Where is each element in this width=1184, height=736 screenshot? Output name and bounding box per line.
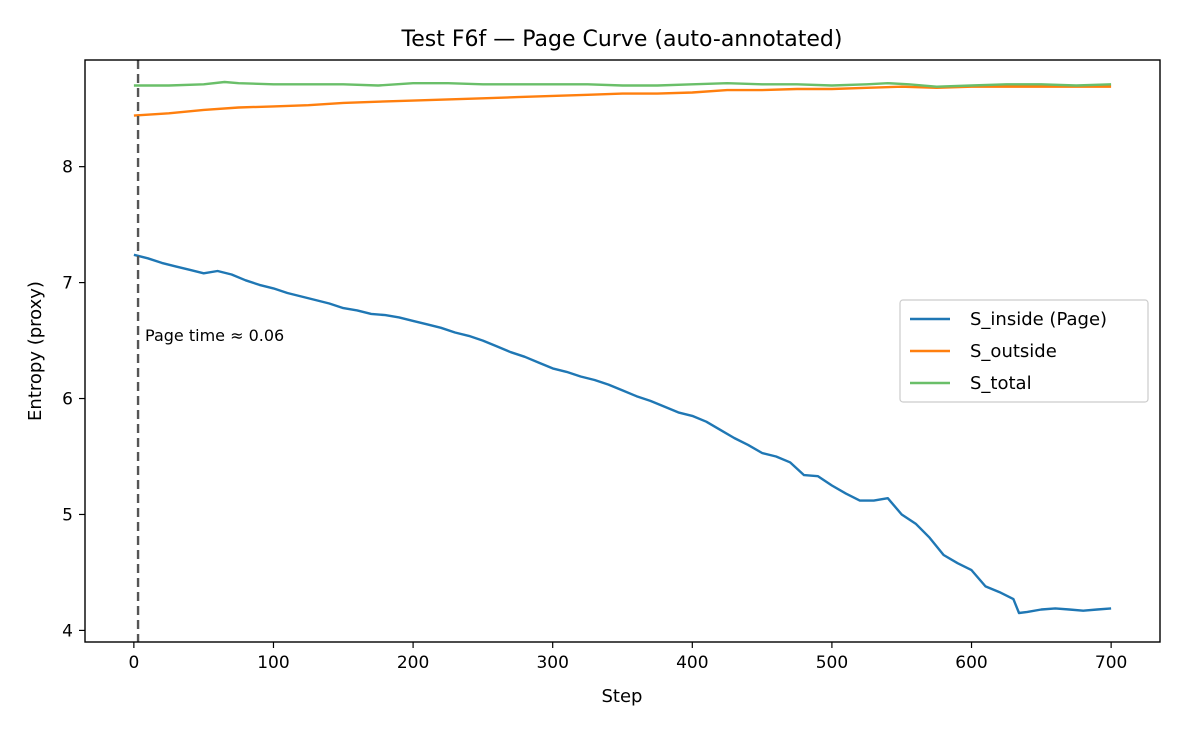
legend-entry: S_outside bbox=[970, 341, 1057, 362]
series-line-3 bbox=[133, 80, 1112, 88]
chart-title: Test F6f — Page Curve (auto-annotated) bbox=[401, 27, 843, 52]
y-tick-label: 7 bbox=[62, 274, 73, 294]
x-tick-label: 600 bbox=[955, 653, 987, 673]
page-time-annotation: Page time ≈ 0.06 bbox=[145, 326, 284, 345]
series-line-1 bbox=[133, 253, 1112, 615]
x-tick-label: 0 bbox=[128, 653, 139, 673]
plot-area bbox=[133, 60, 1112, 642]
x-tick-label: 200 bbox=[397, 653, 429, 673]
legend-entry: S_total bbox=[970, 373, 1032, 394]
axis-ticks: 0 100 200 300 400 500 600 700 4 5 6 7 8 bbox=[62, 158, 1127, 673]
x-tick-label: 500 bbox=[816, 653, 848, 673]
y-tick-label: 5 bbox=[62, 505, 73, 525]
x-tick-label: 300 bbox=[536, 653, 568, 673]
legend: S_inside (Page) S_outside S_total bbox=[899, 299, 1149, 403]
plot-frame bbox=[84, 59, 1161, 643]
x-tick-label: 700 bbox=[1095, 653, 1127, 673]
legend-box bbox=[899, 299, 1149, 403]
series-line-2 bbox=[133, 85, 1112, 117]
x-axis-label: Step bbox=[602, 686, 643, 707]
legend-entry: S_inside (Page) bbox=[970, 309, 1107, 330]
y-tick-label: 8 bbox=[62, 158, 73, 178]
x-tick-label: 100 bbox=[257, 653, 289, 673]
y-tick-label: 6 bbox=[62, 390, 73, 410]
y-tick-label: 4 bbox=[62, 621, 73, 641]
x-tick-label: 400 bbox=[676, 653, 708, 673]
y-axis-label: Entropy (proxy) bbox=[25, 281, 46, 421]
